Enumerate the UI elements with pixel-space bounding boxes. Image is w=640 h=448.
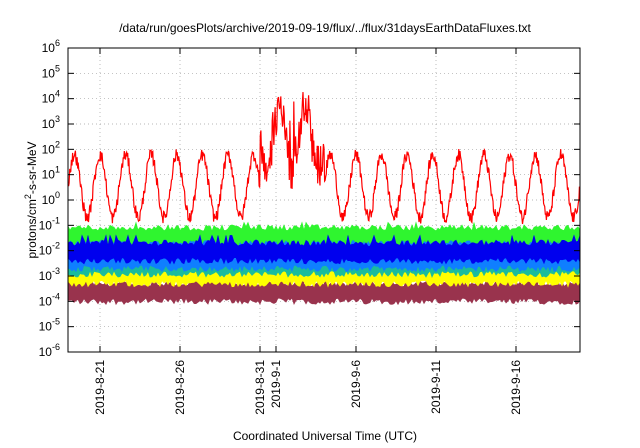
y-tick-label: 10-4 bbox=[39, 291, 60, 308]
x-tick-label: 2019-9-6 bbox=[349, 360, 363, 408]
x-tick-label: 2019-9-16 bbox=[509, 360, 523, 415]
y-tick-label: 102 bbox=[42, 139, 60, 156]
y-tick-label: 10-2 bbox=[39, 241, 60, 258]
y-tick-label: 106 bbox=[42, 38, 60, 55]
chart-title: /data/run/goesPlots/archive/2019-09-19/f… bbox=[119, 21, 531, 35]
y-axis: 10-6 10-5 10-4 10-3 10-2 10-1 100 101 102 103 104 1… bbox=[39, 38, 580, 359]
y-tick-label: 105 bbox=[42, 63, 60, 80]
x-tick-label: 2019-8-31 bbox=[253, 360, 267, 415]
y-tick-label: 10-6 bbox=[39, 342, 60, 359]
y-tick-label: 100 bbox=[42, 190, 60, 207]
y-tick-label: 103 bbox=[42, 114, 60, 131]
x-axis: 2019-8-21 2019-8-26 2019-8-31 2019-9-1 2019-… bbox=[93, 48, 523, 415]
y-tick-label: 104 bbox=[42, 89, 60, 106]
x-tick-label: 2019-8-21 bbox=[93, 360, 107, 415]
x-tick-label: 2019-9-11 bbox=[429, 360, 443, 414]
x-tick-label: 2019-9-1 bbox=[269, 360, 283, 408]
y-tick-label: 10-5 bbox=[39, 317, 60, 334]
grid bbox=[68, 48, 580, 352]
series-layer bbox=[67, 92, 581, 306]
x-axis-label: Coordinated Universal Time (UTC) bbox=[233, 429, 417, 443]
y-tick-label: 10-1 bbox=[39, 215, 60, 232]
y-axis-label: protons/cm2-s-sr-MeV bbox=[23, 141, 39, 258]
y-tick-label: 101 bbox=[42, 165, 60, 182]
y-tick-label: 10-3 bbox=[39, 266, 60, 283]
series-line-6 bbox=[67, 92, 581, 224]
x-tick-label: 2019-8-26 bbox=[173, 360, 187, 415]
